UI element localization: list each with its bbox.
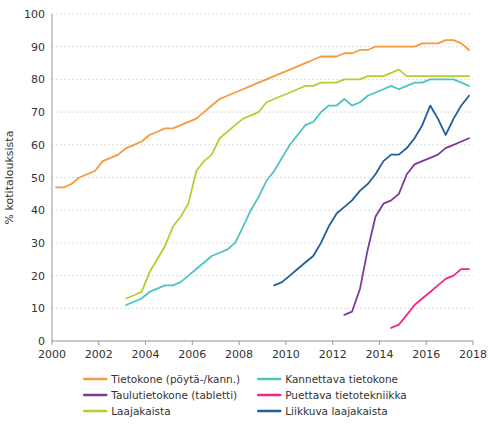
x-tick-label: 2004 — [132, 348, 160, 361]
x-tick-label: 2016 — [412, 348, 440, 361]
legend-swatch — [84, 378, 106, 381]
y-axis-line — [52, 14, 53, 341]
y-tick-label: 40 — [31, 204, 45, 217]
y-tick-label: 90 — [31, 41, 45, 54]
grid-line — [52, 14, 473, 15]
y-tick-label: 80 — [31, 73, 45, 86]
legend: Tietokone (pöytä-/kann.) Kannettava tieto… — [84, 373, 406, 417]
legend-label: Laajakaista — [111, 405, 170, 417]
y-tick-label: 50 — [31, 172, 45, 185]
legend-item: Tietokone (pöytä-/kann.) — [84, 373, 240, 385]
x-tick-label: 2002 — [85, 348, 113, 361]
series-line — [126, 70, 469, 299]
x-tick — [285, 341, 286, 345]
chart: 0 10 20 30 40 50 60 70 80 90 100 2000 2002 2004 2006 20… — [0, 0, 491, 425]
x-tick-label: 2008 — [225, 348, 253, 361]
series-line — [391, 269, 469, 328]
grid — [52, 14, 473, 341]
y-tick-label: 10 — [31, 302, 45, 315]
legend-item: Liikkuva laajakaista — [258, 405, 388, 417]
legend-swatch — [258, 410, 280, 413]
legend-swatch — [258, 394, 280, 397]
legend-item: Puettava tietotekniikka — [258, 389, 407, 401]
series-line — [344, 138, 469, 315]
legend-swatch — [84, 410, 106, 413]
grid-line — [52, 242, 473, 243]
x-tick-label: 2018 — [459, 348, 487, 361]
lines — [56, 40, 469, 328]
grid-line — [52, 210, 473, 211]
grid-line — [52, 275, 473, 276]
x-tick-label: 2006 — [178, 348, 206, 361]
legend-swatch — [84, 394, 106, 397]
y-tick-label: 0 — [38, 335, 45, 348]
x-tick — [52, 341, 53, 345]
y-axis-label: % kotitalouksista — [3, 131, 16, 225]
grid-line — [52, 308, 473, 309]
legend-label: Liikkuva laajakaista — [285, 405, 388, 417]
y-tick-label: 20 — [31, 270, 45, 283]
x-tick — [473, 341, 474, 345]
y-tick-label: 100 — [24, 8, 45, 21]
x-tick — [379, 341, 380, 345]
grid-line — [52, 341, 473, 342]
y-tick-label: 70 — [31, 106, 45, 119]
legend-item: Kannettava tietokone — [258, 373, 398, 385]
x-tick-label: 2012 — [319, 348, 347, 361]
legend-swatch — [258, 378, 280, 381]
legend-label: Tietokone (pöytä-/kann.) — [110, 373, 240, 385]
x-tick — [145, 341, 146, 345]
legend-label: Kannettava tietokone — [285, 373, 398, 385]
x-tick — [332, 341, 333, 345]
grid-line — [52, 79, 473, 80]
y-tick-label: 60 — [31, 139, 45, 152]
series-line — [126, 79, 469, 305]
x-tick — [98, 341, 99, 345]
x-tick-label: 2014 — [365, 348, 393, 361]
series-line — [56, 40, 469, 187]
legend-item: Laajakaista — [84, 405, 170, 417]
legend-label: Taulutietokone (tabletti) — [110, 389, 237, 401]
series-line — [274, 96, 469, 286]
grid-line — [52, 112, 473, 113]
x-tick — [239, 341, 240, 345]
x-tick — [192, 341, 193, 345]
x-tick — [426, 341, 427, 345]
x-tick-label: 2010 — [272, 348, 300, 361]
grid-line — [52, 177, 473, 178]
x-tick-label: 2000 — [38, 348, 66, 361]
y-tick-label: 30 — [31, 237, 45, 250]
legend-label: Puettava tietotekniikka — [285, 389, 407, 401]
x-axis-line — [52, 341, 473, 342]
legend-item: Taulutietokone (tabletti) — [84, 389, 237, 401]
axes: 0 10 20 30 40 50 60 70 80 90 100 2000 2002 2004 2006 20… — [24, 8, 487, 361]
